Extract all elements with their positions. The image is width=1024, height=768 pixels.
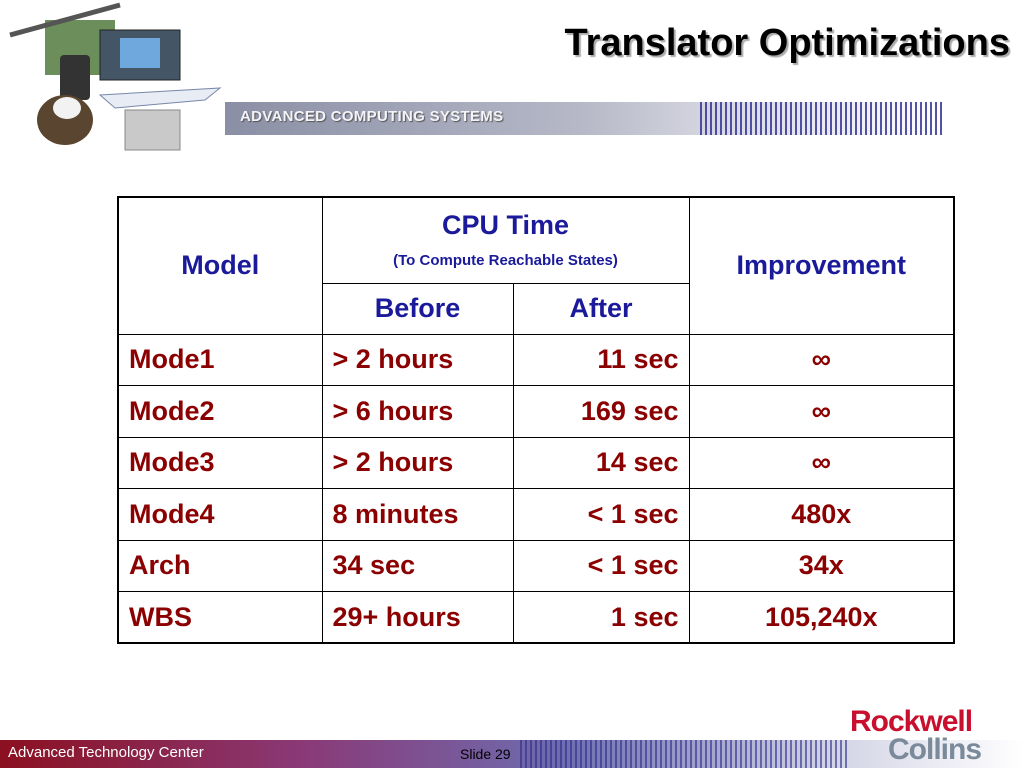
data-cell: > 2 hours	[321, 333, 514, 386]
data-cell: ∞	[688, 333, 955, 386]
header-cell: Improvement	[688, 196, 955, 335]
data-cell: 105,240x	[688, 591, 955, 644]
data-cell: ∞	[688, 385, 955, 438]
footer-text: Advanced Technology Center	[8, 744, 204, 761]
data-row: Mode3 > 2 hours 14 sec ∞	[117, 436, 955, 489]
data-cell: > 6 hours	[321, 385, 514, 438]
data-cell: 480x	[688, 488, 955, 541]
data-cell: 29+ hours	[321, 591, 514, 644]
data-cell: 34x	[688, 539, 955, 592]
data-cell: < 1 sec	[512, 539, 690, 592]
data-cell: Mode3	[117, 436, 323, 489]
header-cell: After	[512, 282, 690, 335]
data-cell: Mode1	[117, 333, 323, 386]
data-cell: 34 sec	[321, 539, 514, 592]
data-cell: > 2 hours	[321, 436, 514, 489]
header-cell: CPU Time (To Compute Reachable States)	[321, 196, 690, 284]
header-row: Before After	[118, 282, 954, 335]
radio	[60, 55, 90, 100]
data-row: Arch 34 sec < 1 sec 34x	[117, 539, 955, 592]
header-text: CPU Time	[441, 210, 570, 241]
data-cell: Mode4	[117, 488, 323, 541]
footer-bar	[0, 740, 1024, 768]
header-note: (To Compute Reachable States)	[393, 251, 618, 269]
data-cell: 8 minutes	[321, 488, 514, 541]
screen	[120, 38, 160, 68]
footer-stripes	[520, 740, 850, 768]
data-cell: Mode2	[117, 385, 323, 438]
banner-text: ADVANCED COMPUTING SYSTEMS	[240, 108, 504, 125]
slide-title: Translator Optimizations	[564, 22, 1010, 64]
slide-number: Slide 29	[460, 746, 511, 762]
data-row: Mode2 > 6 hours 169 sec ∞	[117, 385, 955, 438]
header-row: Model CPU Time (To Compute Reachable Sta…	[117, 196, 955, 335]
data-cell: 11 sec	[512, 333, 690, 386]
banner-stripes	[700, 102, 945, 135]
results-table: Model CPU Time (To Compute Reachable Sta…	[117, 196, 955, 644]
header-collage	[9, 2, 222, 151]
header-cell: Model	[117, 196, 323, 335]
data-cell: 1 sec	[512, 591, 690, 644]
data-cell: 169 sec	[512, 385, 690, 438]
data-cell: 14 sec	[512, 436, 690, 489]
eagle-head	[53, 97, 81, 119]
chip	[124, 109, 181, 151]
logo: Collins	[888, 733, 982, 766]
data-cell: Arch	[117, 539, 323, 592]
airplane	[98, 87, 222, 109]
missile	[9, 2, 121, 38]
header-cell: Before	[321, 282, 514, 335]
data-row: WBS 29+ hours 1 sec 105,240x	[117, 591, 955, 644]
data-row: Mode4 8 minutes < 1 sec 480x	[117, 488, 955, 541]
logo: Rockwell	[850, 705, 973, 738]
data-row: Mode1 > 2 hours 11 sec ∞	[117, 333, 955, 386]
data-cell: ∞	[688, 436, 955, 489]
data-cell: < 1 sec	[512, 488, 690, 541]
data-cell: WBS	[117, 591, 323, 644]
